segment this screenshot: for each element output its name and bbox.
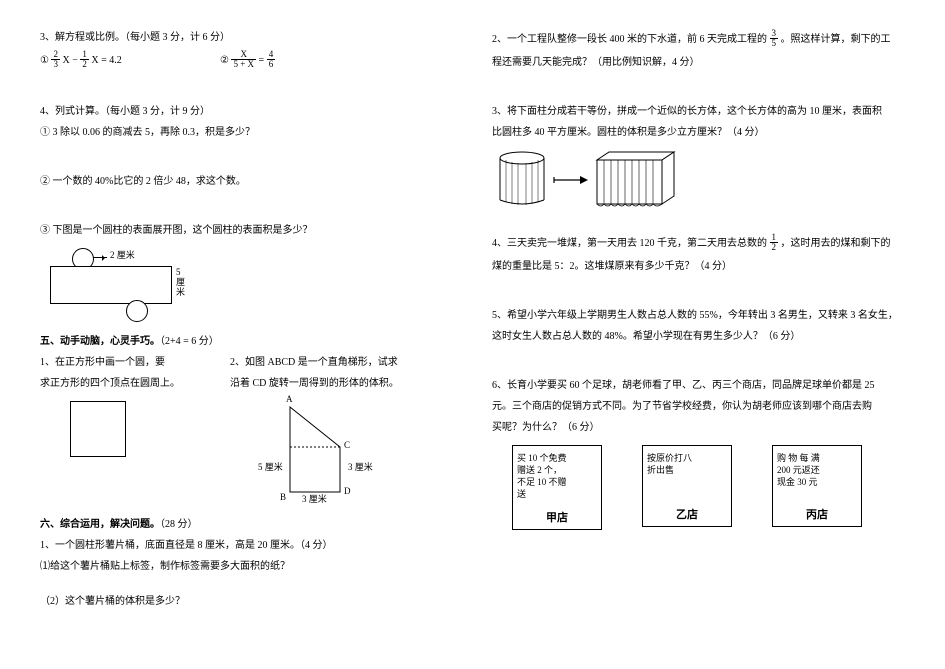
dim-3cm-b: 3 厘米 (302, 495, 327, 505)
r-q4-text-b: ，这时用去的煤和剩下的 (781, 238, 891, 249)
sec5-p1b: 求正方形的四个顶点在圆周上。 (40, 376, 210, 391)
q4-title: 4、列式计算。（每小题 3 分，计 9 分） (40, 104, 442, 119)
dim-3cm-a: 3 厘米 (348, 463, 373, 473)
sec6-p1-2: （2）这个薯片桶的体积是多少？ (40, 594, 442, 609)
shop-b-promo: 按原价打八 折出售 (642, 445, 732, 503)
r-q4-text-a: 4、三天卖完一堆煤，第一天用去 120 千克，第二天用去总数的 (492, 238, 767, 249)
shop-a: 买 10 个免费 赠送 2 个， 不足 10 不赠 送 甲店 (512, 445, 602, 530)
shop-c: 购 物 每 满 200 元返还 现金 30 元 丙店 (772, 445, 862, 530)
section6-title: 六、综合运用，解决问题。（28 分） (40, 517, 442, 532)
net-rectangle (50, 266, 172, 304)
shop-c-promo: 购 物 每 满 200 元返还 现金 30 元 (772, 445, 862, 503)
cylinder-svg (492, 146, 702, 214)
net-dim-top: 2 厘米 (110, 251, 135, 261)
sec5-q1: 1、在正方形中画一个圆，要 求正方形的四个顶点在圆周上。 (40, 355, 210, 467)
shop-b-line1: 按原价打八 (647, 452, 727, 464)
shop-c-label: 丙店 (772, 502, 862, 527)
q3-eq2: ② X5 + X = 46 (220, 51, 442, 70)
sec6-title-text: 六、综合运用，解决问题。 (40, 519, 160, 530)
shop-a-promo: 买 10 个免费 赠送 2 个， 不足 10 不赠 送 (512, 445, 602, 506)
shop-b-line2: 折出售 (647, 464, 727, 476)
shop-a-label: 甲店 (512, 505, 602, 530)
r-q3-b: 比圆柱多 40 平方厘米。圆柱的体积是多少立方厘米？（4 分） (492, 125, 904, 140)
sec5-p2b: 沿着 CD 旋转一周得到的形体的体积。 (230, 376, 440, 391)
label-D: D (344, 487, 351, 497)
dim-5cm: 5 厘米 (258, 463, 283, 473)
frac-den: 2 (80, 60, 89, 69)
shop-b: 按原价打八 折出售 乙店 (642, 445, 732, 530)
r-q2-text-b: 。照这样计算，剩下的工 (781, 34, 891, 45)
shops-row: 买 10 个免费 赠送 2 个， 不足 10 不赠 送 甲店 按原价打八 折出售… (512, 445, 904, 530)
net-circle-bottom (126, 300, 148, 322)
r-q6-b: 元。三个商店的促销方式不同。为了节省学校经费，你认为胡老师应该到哪个商店去购 (492, 399, 904, 414)
eq2-circle: ② (220, 55, 229, 66)
eq1-mid: X − (62, 55, 77, 66)
shop-c-line1: 购 物 每 满 (777, 452, 857, 464)
frac-2-3: 23 (51, 50, 60, 69)
r-q6-a: 6、长育小学要买 60 个足球，胡老师看了甲、乙、丙三个商店，同品牌足球单价都是… (492, 378, 904, 393)
frac-den: 6 (267, 60, 276, 69)
dim-arrow-icon (93, 257, 107, 258)
r-q2-a: 2、一个工程队整修一段长 400 米的下水道，前 6 天完成工程的 35 。照这… (492, 30, 904, 49)
q4-p3: ③ 下图是一个圆柱的表面展开图，这个圆柱的表面积是多少？ (40, 223, 442, 238)
q3-eq1: ① 23 X − 12 X = 4.2 (40, 51, 220, 70)
sec5-p1a: 1、在正方形中画一个圆，要 (40, 355, 210, 370)
frac-den: 2 (770, 243, 779, 252)
right-column: 2、一个工程队整修一段长 400 米的下水道，前 6 天完成工程的 35 。照这… (472, 0, 944, 669)
q3-title: 3、解方程或比例。（每小题 3 分，计 6 分） (40, 30, 442, 45)
frac-den: 5 (770, 39, 779, 48)
net-dim-right: 5 厘 米 (176, 268, 185, 298)
frac-1-2: 12 (80, 50, 89, 69)
page: 3、解方程或比例。（每小题 3 分，计 6 分） ① 23 X − 12 X =… (0, 0, 945, 669)
frac-4-6: 46 (267, 50, 276, 69)
frac-3-5: 35 (770, 29, 779, 48)
sec6-p1: 1、一个圆柱形薯片桶，底面直径是 8 厘米，高是 20 厘米。（4 分） (40, 538, 442, 553)
left-column: 3、解方程或比例。（每小题 3 分，计 6 分） ① 23 X − 12 X =… (0, 0, 472, 669)
shop-c-line2: 200 元返还 (777, 464, 857, 476)
r-q3-a: 3、将下面柱分成若干等份，拼成一个近似的长方体，这个长方体的高为 10 厘米，表… (492, 104, 904, 119)
cylinder-net-figure: 2 厘米 5 厘 米 (40, 244, 220, 324)
r-q4-a: 4、三天卖完一堆煤，第一天用去 120 千克，第二天用去总数的 12 ，这时用去… (492, 234, 904, 253)
r-q5-a: 5、希望小学六年级上学期男生人数占总人数的 55%，今年转出 3 名男生，又转来… (492, 308, 904, 323)
sec5-row: 1、在正方形中画一个圆，要 求正方形的四个顶点在圆周上。 2、如图 ABCD 是… (40, 355, 442, 517)
shop-a-line2: 赠送 2 个， (517, 464, 597, 476)
sec5-title-text: 五、动手动脑，心灵手巧。 (40, 336, 160, 347)
square-figure (70, 401, 126, 457)
sec5-p2a: 2、如图 ABCD 是一个直角梯形，试求 (230, 355, 440, 370)
q4-p1: ① 3 除以 0.06 的商减去 5，再除 0.3，积是多少？ (40, 125, 442, 140)
shop-a-line1: 买 10 个免费 (517, 452, 597, 464)
frac-den: 5 + X (231, 60, 256, 69)
r-q6-c: 买呢？为什么？（6 分） (492, 420, 904, 435)
trapezoid-figure: A C D B 5 厘米 3 厘米 3 厘米 (230, 397, 410, 517)
r-q4-c: 煤的重量比是 5：2。这堆煤原来有多少千克？（4 分） (492, 259, 904, 274)
section5-title: 五、动手动脑，心灵手巧。（2+4 = 6 分） (40, 334, 442, 349)
q3-equations: ① 23 X − 12 X = 4.2 ② X5 + X = 46 (40, 51, 442, 70)
cylinder-split-figure (492, 146, 692, 214)
eq1-tail: X = 4.2 (91, 55, 121, 66)
label-A: A (286, 395, 293, 405)
r-q2-text-a: 2、一个工程队整修一段长 400 米的下水道，前 6 天完成工程的 (492, 34, 767, 45)
dim-mi: 米 (176, 288, 185, 298)
label-B: B (280, 493, 286, 503)
eq1-circle: ① (40, 55, 49, 66)
r-q2-c: 程还需要几天能完成？（用比例知识解，4 分） (492, 55, 904, 70)
frac-1-2r: 12 (770, 233, 779, 252)
sec6-score: （28 分） (160, 519, 198, 530)
sec5-score: （2+4 = 6 分） (160, 336, 219, 347)
r-q5-b: 这时女生人数占总人数的 48%。希望小学现在有男生多少人？（6 分） (492, 329, 904, 344)
trapezoid-svg (230, 397, 410, 507)
sec6-p1-1: ⑴给这个薯片桶贴上标签，制作标签需要多大面积的纸？ (40, 559, 442, 574)
shop-c-line3: 现金 30 元 (777, 476, 857, 488)
frac-x-5x: X5 + X (231, 50, 256, 69)
sec5-q2: 2、如图 ABCD 是一个直角梯形，试求 沿着 CD 旋转一周得到的形体的体积。… (230, 355, 440, 517)
q4-p2: ② 一个数的 40%比它的 2 倍少 48，求这个数。 (40, 174, 442, 189)
shop-a-line4: 送 (517, 488, 597, 500)
frac-den: 3 (51, 60, 60, 69)
eq2-mid: = (259, 55, 267, 66)
shop-a-line3: 不足 10 不赠 (517, 476, 597, 488)
shop-b-label: 乙店 (642, 502, 732, 527)
label-C: C (344, 441, 350, 451)
